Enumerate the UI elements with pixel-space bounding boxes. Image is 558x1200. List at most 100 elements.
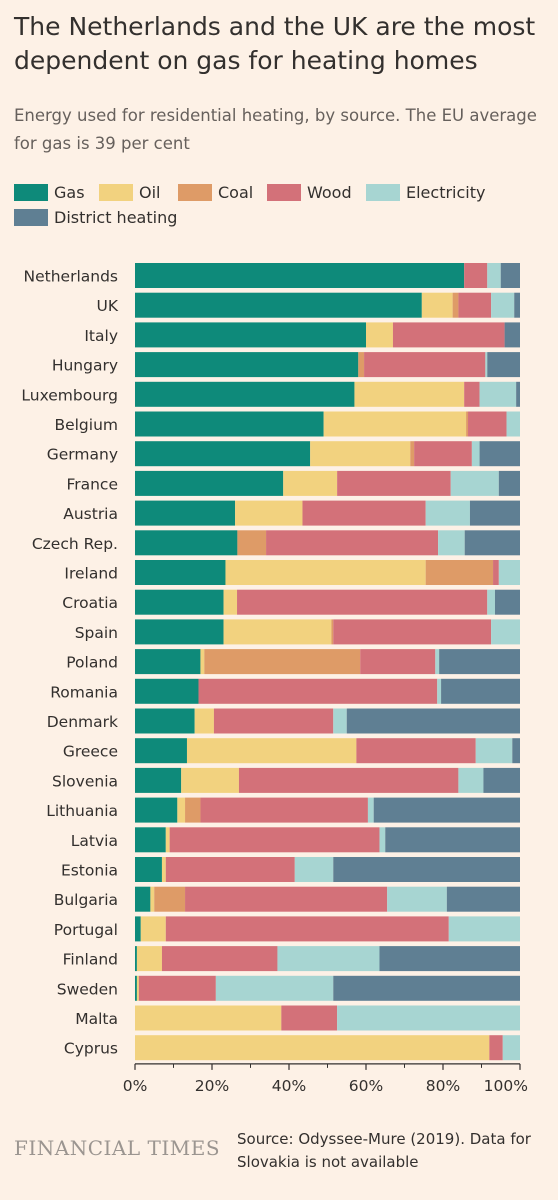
bar-lithuania-coal bbox=[185, 797, 201, 823]
bar-bulgaria-gas bbox=[135, 886, 151, 912]
bar-latvia-electricity bbox=[379, 827, 386, 853]
category-label-lithuania: Lithuania bbox=[46, 802, 118, 820]
bar-germany-oil bbox=[310, 441, 411, 467]
bar-cyprus-wood bbox=[489, 1035, 503, 1061]
bar-uk-district-heating bbox=[514, 292, 520, 318]
bar-netherlands-gas bbox=[135, 263, 465, 288]
bar-hungary-coal bbox=[358, 352, 365, 378]
legend-label-gas: Gas bbox=[54, 183, 85, 202]
bar-slovenia-gas bbox=[135, 767, 182, 793]
bar-finland-district-heating bbox=[379, 946, 520, 972]
bar-austria-gas bbox=[135, 500, 236, 526]
bar-romania-gas bbox=[135, 678, 199, 704]
category-label-sweden: Sweden bbox=[57, 980, 118, 998]
bar-netherlands-electricity bbox=[487, 263, 501, 288]
bar-latvia-oil bbox=[165, 827, 170, 853]
legend-item-wood: Wood bbox=[267, 183, 352, 203]
bar-lithuania-oil bbox=[177, 797, 186, 823]
legend-label-electricity: Electricity bbox=[406, 183, 486, 202]
bar-france-electricity bbox=[450, 470, 499, 496]
bar-germany-coal bbox=[410, 441, 415, 467]
bar-greece-electricity bbox=[475, 738, 513, 764]
bar-croatia-electricity bbox=[487, 589, 495, 615]
bar-poland-oil bbox=[200, 649, 205, 675]
legend-item-coal: Coal bbox=[178, 183, 253, 203]
bar-sweden-gas bbox=[135, 975, 137, 1001]
bar-croatia-wood bbox=[237, 589, 488, 615]
x-tick-label: 0% bbox=[123, 1077, 148, 1095]
bar-ireland-wood bbox=[493, 560, 499, 585]
category-label-germany: Germany bbox=[47, 446, 118, 464]
category-label-greece: Greece bbox=[63, 743, 118, 761]
bar-czech-rep-gas bbox=[135, 530, 238, 556]
legend-label-wood: Wood bbox=[307, 183, 352, 202]
bar-uk-gas bbox=[135, 292, 422, 318]
legend-item-district-heating: District heating bbox=[14, 208, 177, 228]
legend-swatch-gas bbox=[14, 184, 48, 201]
bar-bulgaria-electricity bbox=[387, 886, 447, 912]
category-label-czech-rep: Czech Rep. bbox=[32, 535, 118, 553]
bar-greece-district-heating bbox=[512, 738, 520, 764]
bar-bulgaria-wood bbox=[185, 886, 388, 912]
bar-sweden-district-heating bbox=[333, 975, 520, 1001]
category-label-poland: Poland bbox=[66, 654, 118, 672]
category-label-netherlands: Netherlands bbox=[24, 268, 118, 286]
bar-czech-rep-wood bbox=[266, 530, 439, 556]
bar-austria-oil bbox=[235, 500, 303, 526]
bar-estonia-electricity bbox=[294, 857, 334, 882]
bar-denmark-wood bbox=[213, 708, 334, 734]
category-label-france: France bbox=[66, 475, 118, 493]
bar-poland-electricity bbox=[435, 649, 440, 675]
bar-estonia-wood bbox=[165, 857, 295, 882]
bar-germany-electricity bbox=[471, 441, 480, 467]
category-label-ireland: Ireland bbox=[64, 565, 118, 583]
bar-germany-gas bbox=[135, 441, 311, 467]
bar-poland-district-heating bbox=[439, 649, 520, 675]
category-label-hungary: Hungary bbox=[52, 357, 118, 375]
legend-swatch-electricity bbox=[366, 184, 400, 201]
bar-estonia-district-heating bbox=[333, 857, 520, 882]
bar-ireland-coal bbox=[425, 560, 494, 585]
chart-subtitle: Energy used for residential heating, by … bbox=[14, 106, 537, 153]
bar-finland-oil bbox=[136, 946, 162, 972]
bar-greece-gas bbox=[135, 738, 187, 764]
category-label-slovenia: Slovenia bbox=[52, 772, 118, 790]
bar-romania-district-heating bbox=[441, 678, 520, 704]
bar-france-oil bbox=[283, 470, 338, 496]
bar-spain-coal bbox=[331, 619, 334, 645]
category-label-bulgaria: Bulgaria bbox=[54, 891, 118, 909]
ft-logo: FINANCIAL TIMES bbox=[14, 1136, 221, 1160]
category-label-italy: Italy bbox=[84, 327, 118, 345]
bar-hungary-gas bbox=[135, 352, 359, 378]
bar-ireland-electricity bbox=[498, 560, 520, 585]
bar-ireland-gas bbox=[135, 560, 226, 585]
bar-germany-district-heating bbox=[479, 441, 520, 467]
bar-luxembourg-gas bbox=[135, 381, 355, 407]
category-label-latvia: Latvia bbox=[71, 832, 118, 850]
bar-portugal-electricity bbox=[448, 916, 520, 942]
bar-luxembourg-wood bbox=[464, 381, 480, 407]
bar-latvia-wood bbox=[169, 827, 380, 853]
bar-lithuania-gas bbox=[135, 797, 178, 823]
bar-austria-electricity bbox=[425, 500, 470, 526]
category-label-denmark: Denmark bbox=[47, 713, 118, 731]
legend-swatch-oil bbox=[99, 184, 133, 201]
x-tick-label: 40% bbox=[272, 1077, 306, 1095]
bar-luxembourg-oil bbox=[354, 381, 465, 407]
category-label-portugal: Portugal bbox=[54, 921, 118, 939]
bar-czech-rep-district-heating bbox=[464, 530, 520, 556]
bar-bulgaria-coal bbox=[154, 886, 186, 912]
bar-spain-oil bbox=[223, 619, 332, 645]
bar-uk-electricity bbox=[491, 292, 515, 318]
bar-bulgaria-oil bbox=[150, 886, 155, 912]
legend-label-oil: Oil bbox=[139, 183, 161, 202]
stacked-bar-chart: Netherlands UK Italy Hungary Luxembourg Belgi… bbox=[21, 263, 528, 1095]
bar-finland-wood bbox=[161, 946, 278, 972]
bar-croatia-district-heating bbox=[494, 589, 520, 615]
bar-spain-electricity bbox=[491, 619, 520, 645]
bar-lithuania-district-heating bbox=[373, 797, 520, 823]
bar-slovenia-oil bbox=[181, 767, 239, 793]
bar-france-wood bbox=[337, 470, 451, 496]
bar-france-gas bbox=[135, 470, 284, 496]
category-label-belgium: Belgium bbox=[54, 416, 118, 434]
